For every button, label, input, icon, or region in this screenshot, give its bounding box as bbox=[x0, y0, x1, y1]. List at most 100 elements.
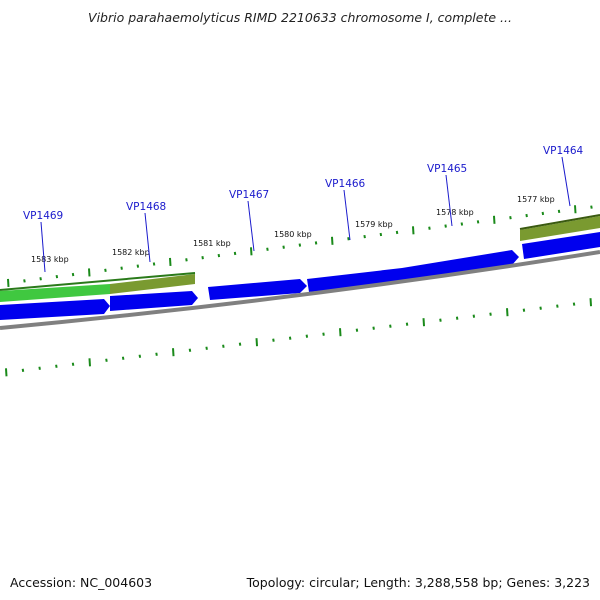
gc-edge-line bbox=[0, 272, 196, 291]
scale-label: 1580 kbp bbox=[274, 230, 312, 239]
scale-tick bbox=[339, 328, 342, 337]
scale-tick bbox=[489, 312, 492, 316]
scale-tick bbox=[355, 328, 359, 332]
gene-arrow[interactable] bbox=[307, 268, 402, 292]
scale-tick bbox=[439, 318, 442, 322]
scale-tick bbox=[389, 324, 392, 328]
scale-tick bbox=[288, 336, 292, 340]
scale-tick bbox=[120, 266, 123, 270]
scale-tick bbox=[444, 224, 447, 228]
gene-arrow[interactable] bbox=[208, 279, 307, 300]
scale-tick bbox=[55, 364, 58, 368]
scale-label: 1583 kbp bbox=[31, 255, 69, 264]
scale-tick bbox=[104, 268, 107, 272]
scale-tick bbox=[39, 277, 42, 281]
scale-tick bbox=[395, 230, 399, 235]
gene-label[interactable]: VP1468 bbox=[126, 201, 166, 213]
scale-tick bbox=[493, 215, 496, 224]
gene-arrow[interactable] bbox=[522, 232, 600, 259]
scale-tick bbox=[7, 278, 10, 288]
gene-track bbox=[0, 232, 600, 320]
scale-tick bbox=[138, 354, 142, 358]
scale-tick bbox=[556, 304, 559, 308]
scale-tick bbox=[539, 306, 542, 310]
scale-tick bbox=[272, 338, 275, 342]
chromosome-backbone bbox=[0, 250, 600, 330]
gene-leader-line bbox=[343, 189, 351, 241]
gene-label[interactable]: VP1464 bbox=[543, 145, 584, 157]
scale-tick bbox=[201, 256, 204, 260]
scale-tick bbox=[188, 348, 192, 352]
scale-tick bbox=[217, 253, 221, 258]
gene-leader-line bbox=[40, 221, 46, 273]
scale-tick bbox=[121, 356, 125, 360]
gene-label[interactable]: VP1466 bbox=[325, 178, 366, 190]
gene-leader-line bbox=[561, 156, 571, 207]
gene-leader-line bbox=[144, 212, 151, 263]
gene-leader-line bbox=[445, 174, 453, 227]
scale-tick bbox=[372, 326, 375, 330]
gc-edge-line-right bbox=[519, 214, 600, 230]
scale-tick bbox=[222, 344, 225, 348]
scale-tick bbox=[172, 348, 175, 357]
scale-tick bbox=[282, 245, 285, 249]
gene-label[interactable]: VP1469 bbox=[23, 210, 63, 222]
scale-tick bbox=[71, 272, 75, 277]
scale-tick bbox=[379, 232, 383, 237]
gene-leader-line bbox=[247, 200, 255, 252]
scale-tick bbox=[55, 274, 59, 279]
scale-label: 1582 kbp bbox=[112, 248, 150, 257]
gene-labels: VP1469 VP1468 VP1467 VP1466 VP1465 VP146… bbox=[23, 145, 584, 273]
scale-tick bbox=[205, 346, 208, 350]
scale-tick bbox=[5, 368, 8, 377]
scale-tick bbox=[525, 213, 528, 218]
scale-tick bbox=[136, 264, 140, 268]
scale-tick bbox=[506, 308, 509, 317]
scale-tick bbox=[88, 358, 91, 367]
scale-label: 1581 kbp bbox=[193, 239, 231, 248]
map-title: Vibrio parahaemolyticus RIMD 2210633 chr… bbox=[88, 10, 512, 25]
scale-tick bbox=[305, 334, 309, 338]
scale-label: 1578 kbp bbox=[436, 208, 474, 217]
scale-tick bbox=[574, 205, 577, 214]
scale-tick bbox=[590, 205, 593, 209]
scale-tick bbox=[21, 368, 25, 372]
scale-tick bbox=[476, 220, 480, 224]
scale-tick bbox=[322, 332, 325, 336]
scale-tick bbox=[347, 237, 350, 241]
gene-label[interactable]: VP1467 bbox=[229, 189, 269, 201]
scale-label: 1579 kbp bbox=[355, 220, 393, 229]
scale-tick bbox=[405, 322, 409, 326]
scale-tick bbox=[589, 298, 592, 307]
scale-tick bbox=[298, 243, 302, 247]
scale-tick bbox=[363, 234, 366, 239]
scale-tick bbox=[169, 257, 172, 266]
scale-tick bbox=[472, 314, 476, 318]
scale-labels: 1583 kbp 1582 kbp 1581 kbp 1580 kbp 1579 kbp… bbox=[31, 195, 555, 264]
scale-tick bbox=[266, 247, 269, 251]
scale-tick bbox=[71, 362, 75, 366]
scale-tick bbox=[105, 358, 108, 362]
gene-arrow[interactable] bbox=[402, 250, 519, 282]
scale-tick bbox=[509, 216, 512, 220]
gene-label[interactable]: VP1465 bbox=[427, 163, 467, 175]
accession-text: Accession: NC_004603 bbox=[10, 575, 153, 590]
scale-label: 1577 kbp bbox=[517, 195, 555, 204]
gc-segment-high bbox=[0, 284, 110, 302]
scale-tick bbox=[460, 222, 464, 226]
scale-tick bbox=[88, 268, 91, 277]
scale-tick bbox=[455, 316, 459, 320]
scale-tick bbox=[152, 262, 156, 266]
gene-arrow[interactable] bbox=[0, 299, 110, 320]
scale-tick bbox=[314, 241, 318, 245]
scale-tick bbox=[250, 247, 253, 256]
scale-tick bbox=[23, 279, 26, 283]
scale-tick bbox=[557, 209, 561, 214]
scale-tick bbox=[412, 226, 415, 235]
genome-summary-text: Topology: circular; Length: 3,288,558 bp… bbox=[246, 575, 590, 590]
gene-arrow[interactable] bbox=[110, 291, 198, 311]
inner-tick-row bbox=[5, 298, 592, 377]
scale-tick bbox=[255, 338, 258, 347]
scale-tick bbox=[541, 211, 545, 216]
